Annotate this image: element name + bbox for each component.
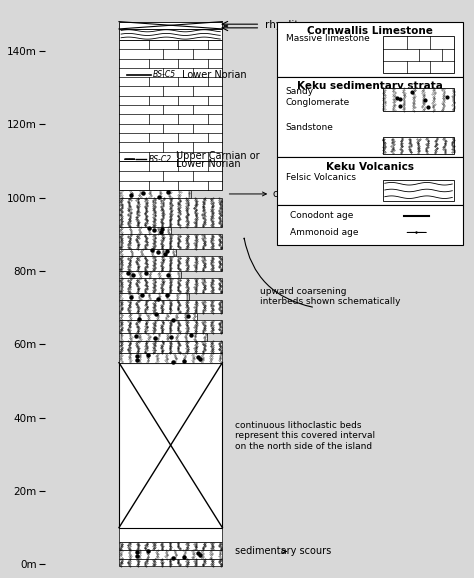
Bar [119, 29, 222, 40]
Text: Lower Norian: Lower Norian [176, 158, 241, 169]
Bar [383, 36, 455, 73]
Text: BS-C5: BS-C5 [153, 71, 176, 79]
Text: BS-C2: BS-C2 [148, 155, 172, 164]
Text: Felsic Volcanics: Felsic Volcanics [286, 173, 356, 182]
Bar [119, 528, 222, 542]
Bar [119, 362, 222, 528]
Bar [277, 77, 463, 157]
Bar [119, 320, 222, 334]
Bar [119, 313, 197, 320]
Bar [119, 550, 222, 559]
Bar [119, 293, 189, 301]
Text: Upper Carnian or: Upper Carnian or [176, 151, 260, 161]
Bar [119, 334, 207, 340]
Bar [119, 559, 222, 566]
Bar [119, 542, 222, 550]
Bar [383, 180, 455, 201]
Bar [383, 137, 455, 154]
Text: Keku Volcanics: Keku Volcanics [326, 162, 414, 172]
Text: Lower Norian: Lower Norian [182, 70, 247, 80]
Bar [277, 21, 463, 77]
Bar [119, 227, 171, 234]
Bar [119, 21, 222, 29]
Text: Cornwallis Limestone: Cornwallis Limestone [307, 26, 433, 36]
Text: cross-bedded: cross-bedded [229, 189, 338, 199]
Bar [119, 271, 181, 278]
Bar [119, 40, 222, 161]
Bar [119, 340, 222, 354]
Bar [277, 205, 463, 245]
Bar [119, 198, 222, 227]
Bar [119, 301, 222, 313]
Text: rhyolite: rhyolite [264, 20, 304, 30]
Bar [119, 234, 222, 249]
FancyArrowPatch shape [244, 238, 312, 307]
Bar [119, 161, 222, 190]
Bar [119, 354, 222, 362]
Text: continuous lithoclastic beds
represent this covered interval
on the north side o: continuous lithoclastic beds represent t… [235, 421, 375, 451]
Bar [119, 249, 176, 256]
Bar [119, 190, 191, 198]
Text: sedimentary scours: sedimentary scours [235, 546, 331, 557]
Text: upward coarsening
interbeds shown schematically: upward coarsening interbeds shown schema… [260, 287, 401, 306]
Bar [383, 88, 455, 112]
Bar [277, 157, 463, 205]
Text: Sandstone: Sandstone [286, 124, 334, 132]
Text: Keku sedimentary strata: Keku sedimentary strata [297, 81, 443, 91]
Text: Conodont age: Conodont age [290, 212, 353, 220]
Bar [119, 278, 222, 293]
Text: Sandy
Conglomerate: Sandy Conglomerate [286, 87, 350, 107]
Text: Ammonoid age: Ammonoid age [290, 228, 358, 237]
Text: Massive limestone: Massive limestone [286, 34, 369, 43]
Bar [119, 256, 222, 271]
